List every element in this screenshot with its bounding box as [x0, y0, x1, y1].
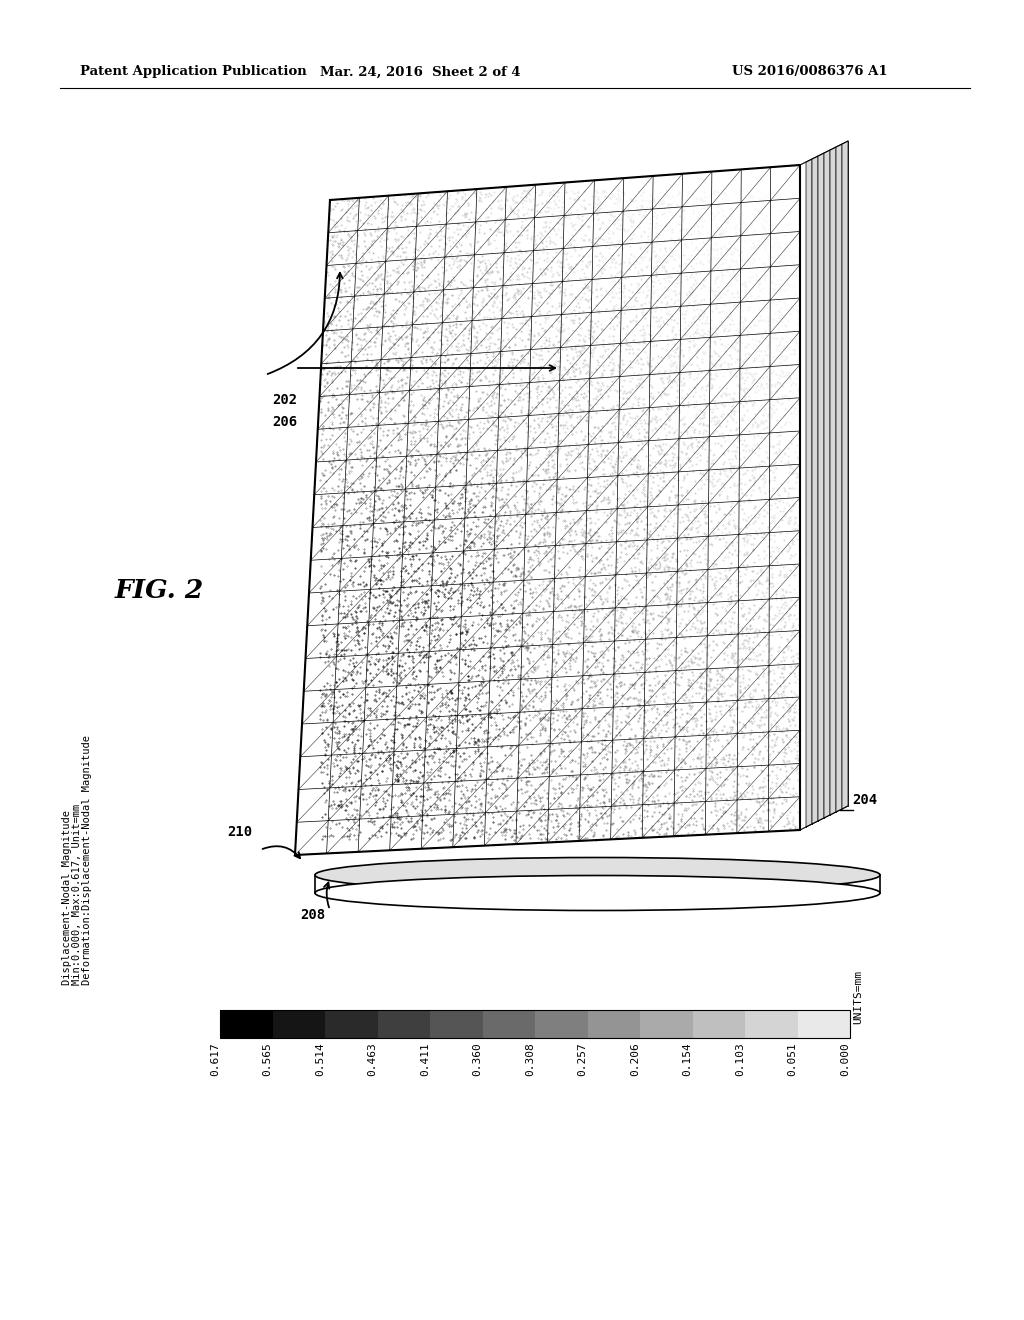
Text: Displacement-Nodal Magnitude: Displacement-Nodal Magnitude — [62, 810, 72, 985]
Text: 0.154: 0.154 — [683, 1041, 692, 1076]
Text: 0.565: 0.565 — [262, 1041, 272, 1076]
Text: Deformation:Displacement-Nodal Magnitude: Deformation:Displacement-Nodal Magnitude — [82, 735, 92, 985]
Ellipse shape — [315, 875, 880, 911]
Polygon shape — [842, 141, 848, 809]
Text: US 2016/0086376 A1: US 2016/0086376 A1 — [732, 66, 888, 78]
Text: UNITS=mm: UNITS=mm — [853, 970, 863, 1024]
Text: Patent Application Publication: Patent Application Publication — [80, 66, 307, 78]
Text: 202: 202 — [272, 393, 297, 407]
Bar — [430, 1010, 483, 1038]
Text: 210: 210 — [227, 825, 253, 840]
Text: 0.103: 0.103 — [735, 1041, 745, 1076]
Ellipse shape — [315, 858, 880, 892]
Bar — [378, 1010, 430, 1038]
Bar — [692, 1010, 745, 1038]
Polygon shape — [836, 144, 842, 812]
Bar — [535, 1010, 588, 1038]
Polygon shape — [806, 158, 812, 828]
Bar — [798, 1010, 851, 1038]
Bar — [220, 1010, 850, 1038]
Bar — [745, 1010, 798, 1038]
Bar — [325, 1010, 378, 1038]
Text: Mar. 24, 2016  Sheet 2 of 4: Mar. 24, 2016 Sheet 2 of 4 — [319, 66, 520, 78]
Text: 0.000: 0.000 — [840, 1041, 850, 1076]
Bar — [482, 1010, 536, 1038]
Text: 208: 208 — [300, 908, 326, 921]
Text: 0.411: 0.411 — [420, 1041, 430, 1076]
Text: 0.360: 0.360 — [472, 1041, 482, 1076]
Bar — [272, 1010, 326, 1038]
Text: Min:0.000, Max:0.617, Unit=mm: Min:0.000, Max:0.617, Unit=mm — [72, 804, 82, 985]
Bar — [588, 1010, 640, 1038]
Text: 0.051: 0.051 — [787, 1041, 798, 1076]
Polygon shape — [812, 156, 818, 824]
Text: FIG. 2: FIG. 2 — [115, 578, 204, 602]
Text: 204: 204 — [852, 793, 878, 807]
Text: 0.206: 0.206 — [630, 1041, 640, 1076]
Bar — [640, 1010, 693, 1038]
Text: 0.463: 0.463 — [368, 1041, 378, 1076]
Polygon shape — [824, 150, 830, 818]
Text: 0.617: 0.617 — [210, 1041, 220, 1076]
Text: 0.514: 0.514 — [315, 1041, 325, 1076]
Bar — [220, 1010, 273, 1038]
Polygon shape — [830, 147, 836, 814]
Polygon shape — [818, 153, 824, 821]
Polygon shape — [295, 165, 800, 855]
Text: 0.257: 0.257 — [578, 1041, 588, 1076]
Text: 206: 206 — [272, 414, 297, 429]
Text: 0.308: 0.308 — [525, 1041, 535, 1076]
